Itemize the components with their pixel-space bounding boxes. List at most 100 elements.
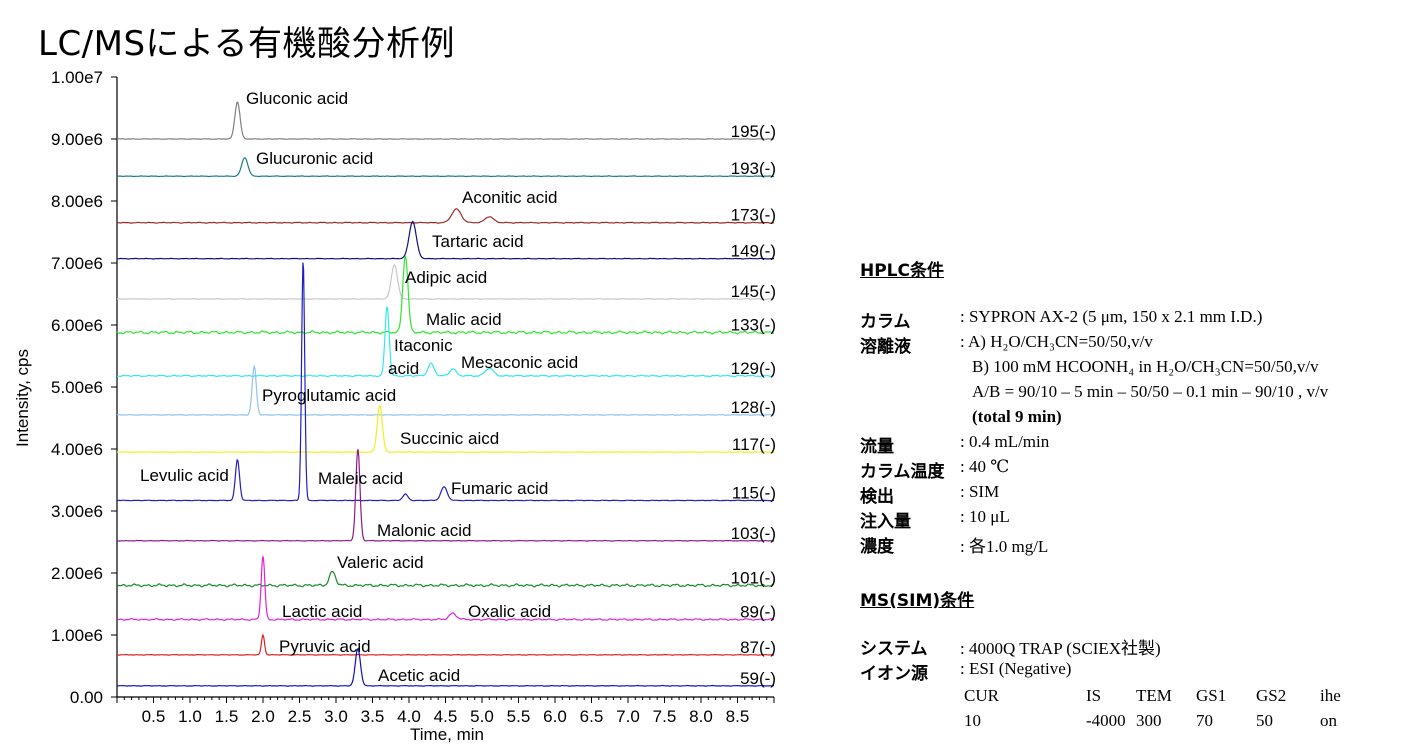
ms-row: システム: 4000Q TRAP (SCIEX社製) xyxy=(860,634,1420,659)
hplc-row-value: : SIM xyxy=(960,482,1000,501)
y-tick-label: 8.00e6 xyxy=(51,192,103,211)
compound-label: Maleic acid xyxy=(318,469,403,488)
trace-valeric-acid xyxy=(116,570,775,588)
trace-acetic-acid xyxy=(116,647,775,687)
trace-glucuronic-acid xyxy=(116,157,775,178)
ms-heading: MS(SIM)条件 xyxy=(860,591,975,611)
y-axis-label: Intensity, cps xyxy=(13,349,32,447)
ms-param-header: CUR xyxy=(964,686,999,705)
x-tick-label: 4.0 xyxy=(397,707,421,726)
ms-param-value: -4000 xyxy=(1086,711,1126,730)
ms-param-header: IS xyxy=(1086,686,1102,705)
mz-label: 89(-) xyxy=(740,603,776,622)
trace-malic-acid xyxy=(116,254,775,335)
x-tick-label: 6.5 xyxy=(580,707,604,726)
y-tick-label: 2.00e6 xyxy=(51,564,103,583)
trace-tartaric-acid xyxy=(116,220,775,260)
x-tick-label: 2.0 xyxy=(251,707,275,726)
x-tick-label: 1.0 xyxy=(178,707,202,726)
mz-label: 133(-) xyxy=(731,315,776,334)
chromatogram-chart: 0.00 1.00e6 2.00e6 3.00e6 4.00e6 5.00e6 6.00e6… xyxy=(13,68,776,744)
trace-malonic-acid xyxy=(116,449,775,542)
hplc-row-value: A/B = 90/10 – 5 min – 50/50 – 0.1 min – … xyxy=(972,382,1329,401)
hplc-row-value: (total 9 min) xyxy=(972,407,1062,426)
x-tick-label: 7.0 xyxy=(616,707,640,726)
x-axis-label: Time, min xyxy=(410,725,484,744)
trace-itaconic-acid xyxy=(116,306,774,378)
mz-label: 149(-) xyxy=(731,242,776,261)
trace-pyroglutamic-acid xyxy=(116,364,775,416)
hplc-row-value: B) 100 mM HCOONH₄ in H₂O/CH₃CN=50/50,v/v xyxy=(972,357,1319,376)
mz-label: 59(-) xyxy=(740,669,776,688)
ms-param-value: on xyxy=(1320,711,1337,730)
hplc-row-value: : A) H₂O/CH₃CN=50/50,v/v xyxy=(960,332,1153,351)
ms-param-header: GS1 xyxy=(1196,686,1227,705)
hplc-row-label: カラム温度 xyxy=(860,462,945,482)
compound-label: Acetic acid xyxy=(378,666,460,685)
hplc-row: 流量 : 0.4 mL/min xyxy=(860,432,1420,457)
ms-row-label: イオン源 xyxy=(860,664,928,684)
mz-label: 103(-) xyxy=(731,524,776,543)
y-tick-label: 7.00e6 xyxy=(51,254,103,273)
y-tick-label: 1.00e6 xyxy=(51,626,103,645)
hplc-row: 検出 : SIM xyxy=(860,482,1420,507)
mz-label: 173(-) xyxy=(731,206,776,225)
hplc-heading: HPLC条件 xyxy=(860,261,944,281)
ms-param-value: 10 xyxy=(964,711,981,730)
compound-label: Mesaconic acid xyxy=(461,353,578,372)
trace-gluconic-acid xyxy=(116,101,775,140)
compound-label-itaconic-1: Itaconic xyxy=(394,336,453,355)
x-tick-label: 7.5 xyxy=(653,707,677,726)
ms-row-value: : ESI (Negative) xyxy=(960,659,1072,678)
mz-label: 145(-) xyxy=(731,282,776,301)
hplc-row-value: : SYPRON AX-2 (5 μm, 150 x 2.1 mm I.D.) xyxy=(960,307,1263,326)
hplc-row-value: : 10 μL xyxy=(960,507,1010,526)
x-tick-label: 2.5 xyxy=(288,707,312,726)
trace-lactic-acid xyxy=(116,556,775,622)
trace-succinic-aicd xyxy=(116,404,775,454)
x-tick-label: 3.5 xyxy=(361,707,385,726)
compound-label: Adipic acid xyxy=(405,268,487,287)
x-tick-label: 6.0 xyxy=(543,707,567,726)
compound-label: Gluconic acid xyxy=(246,89,348,108)
ms-param-header: TEM xyxy=(1136,686,1172,705)
trace-pyruvic-acid xyxy=(116,633,775,656)
trace-aconitic-acid xyxy=(116,208,774,224)
ms-param-header: ihe xyxy=(1320,686,1341,705)
hplc-row: カラム : SYPRON AX-2 (5 μm, 150 x 2.1 mm I.D… xyxy=(860,307,1420,332)
hplc-row-label: 検出 xyxy=(860,487,894,507)
compound-label: Glucuronic acid xyxy=(256,149,373,168)
mz-label: 115(-) xyxy=(732,483,776,502)
compound-label: Succinic aicd xyxy=(400,429,499,448)
compound-label: Malonic acid xyxy=(377,521,472,540)
compound-label: Aconitic acid xyxy=(462,188,557,207)
hplc-row-label: 溶離液 xyxy=(860,337,911,357)
hplc-row-label: 流量 xyxy=(860,437,894,457)
mz-label: 193(-) xyxy=(731,159,776,178)
trace-adipic-acid xyxy=(116,264,775,300)
hplc-row-value: : 0.4 mL/min xyxy=(960,432,1050,451)
hplc-row-value: : 40 ℃ xyxy=(960,457,1010,476)
hplc-row: 濃度: 各1.0 mg/L xyxy=(860,532,1420,557)
hplc-row-label: 濃度 xyxy=(860,537,894,557)
hplc-row: 溶離液 : A) H₂O/CH₃CN=50/50,v/v xyxy=(860,332,1420,357)
y-tick-label: 1.00e7 xyxy=(51,68,103,87)
ms-row: イオン源 : ESI (Negative) xyxy=(860,659,1420,684)
x-tick-label: 3.0 xyxy=(324,707,348,726)
trace-levulic-acid xyxy=(116,262,774,502)
ms-row-label: システム xyxy=(860,639,928,659)
x-tick-label: 1.5 xyxy=(215,707,239,726)
compound-label: Tartaric acid xyxy=(432,232,524,251)
hplc-conditions: HPLC条件 xyxy=(860,256,944,281)
hplc-row: B) 100 mM HCOONH₄ in H₂O/CH₃CN=50/50,v/v xyxy=(860,357,1420,381)
ms-param-value: 50 xyxy=(1256,711,1273,730)
page-title: LC/MSによる有機酸分析例 xyxy=(38,24,456,64)
hplc-row-label: カラム xyxy=(860,312,911,332)
x-tick-label: 8.0 xyxy=(689,707,713,726)
mz-label: 87(-) xyxy=(740,638,776,657)
compound-label: Pyroglutamic acid xyxy=(262,386,396,405)
compound-label: Pyruvic acid xyxy=(279,637,371,656)
x-tick-label: 4.5 xyxy=(434,707,458,726)
compound-label: Malic acid xyxy=(426,310,502,329)
mz-label: 117(-) xyxy=(732,435,776,454)
